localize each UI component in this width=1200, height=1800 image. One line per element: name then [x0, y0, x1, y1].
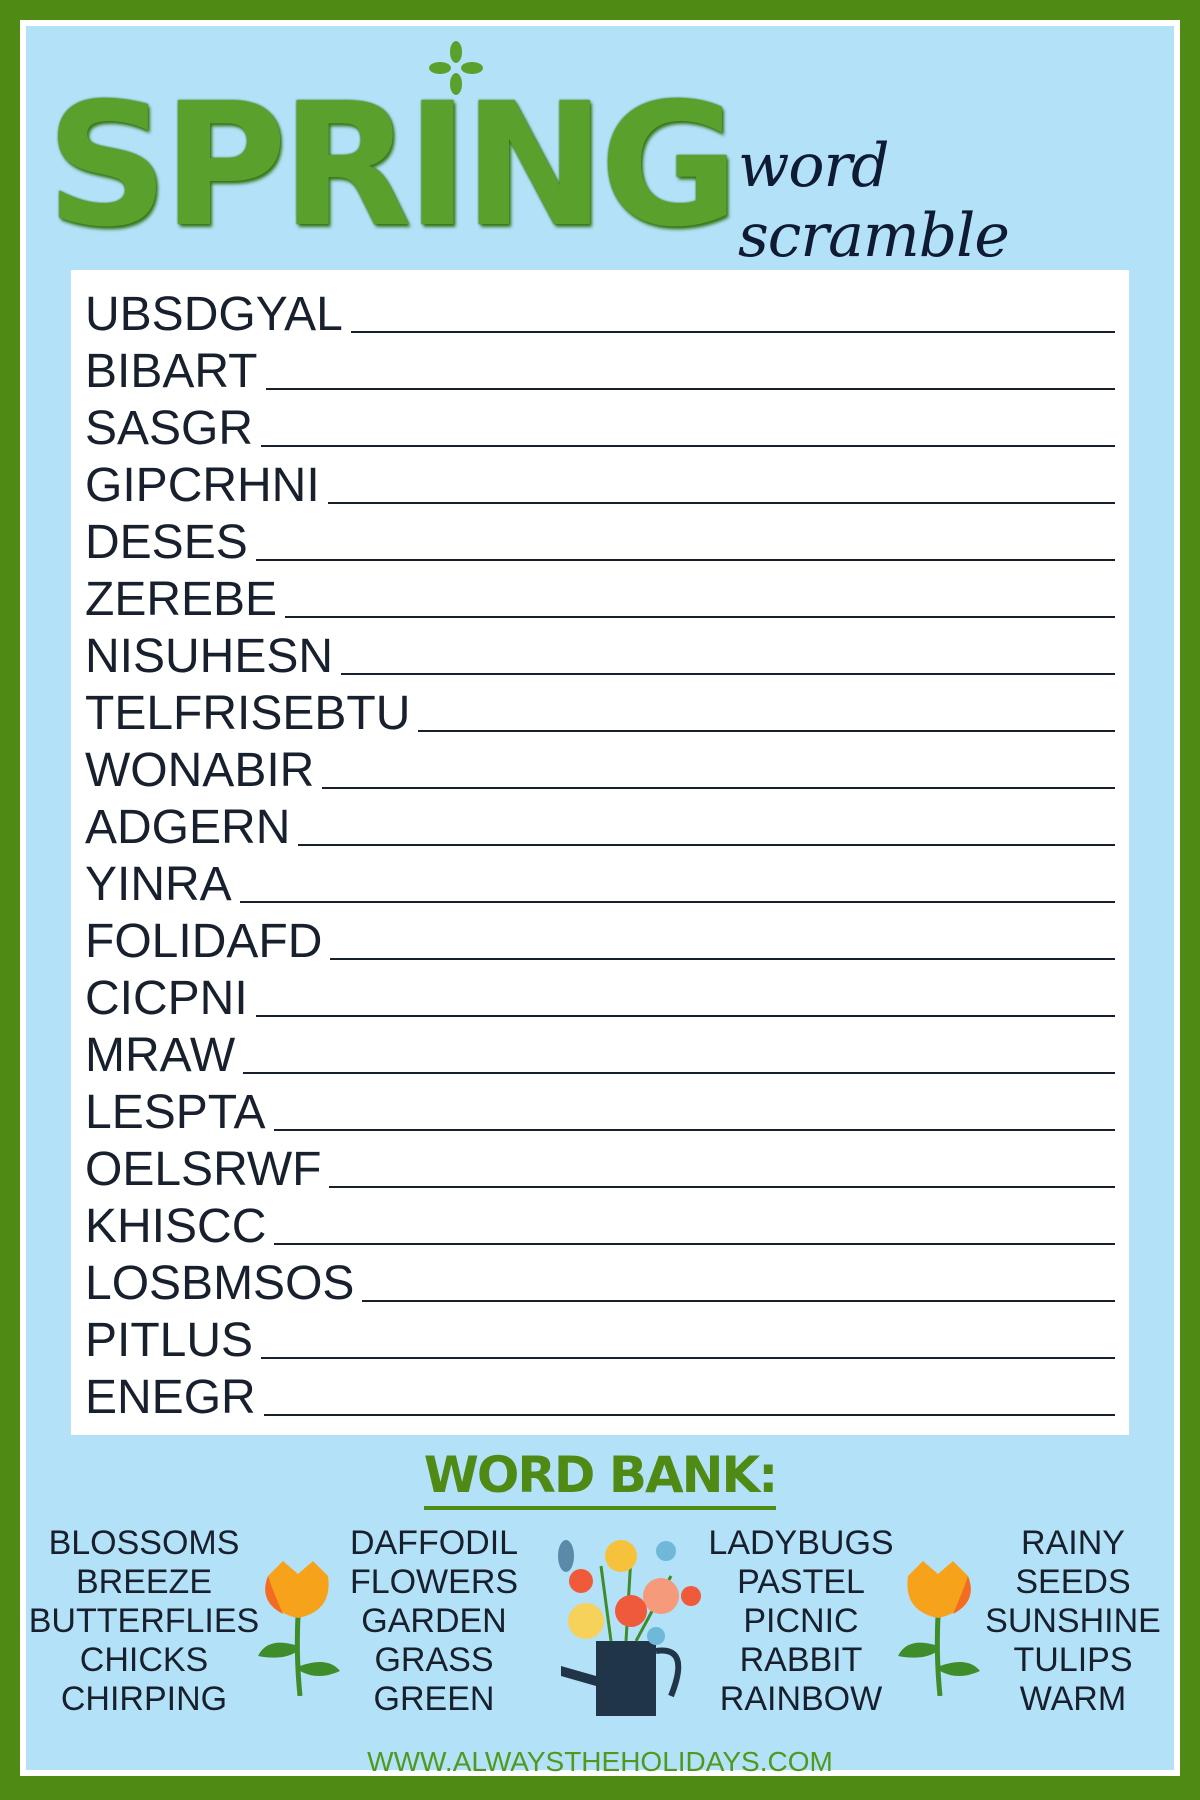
scramble-row: OELSRWF — [85, 1137, 1115, 1194]
scrambled-word: MRAW — [85, 1029, 236, 1082]
scramble-row: GIPCRHNI — [85, 453, 1115, 510]
answer-line[interactable] — [322, 787, 1115, 789]
word-bank-item: SEEDS — [1015, 1563, 1131, 1601]
tulip-icon — [898, 1561, 980, 1696]
answer-line[interactable] — [362, 1300, 1115, 1302]
word-bank-item: RABBIT — [739, 1641, 863, 1679]
word-bank-item: DAFFODIL — [349, 1524, 519, 1562]
scrambled-word: OELSRWF — [85, 1143, 322, 1196]
word-bank-item: BUTTERFLIES — [28, 1602, 260, 1640]
word-bank-item: GRASS — [374, 1641, 494, 1679]
answer-line[interactable] — [418, 730, 1115, 732]
scrambled-word: UBSDGYAL — [85, 288, 343, 341]
scramble-row: CICPNI — [85, 966, 1115, 1023]
scrambled-word: YINRA — [85, 858, 232, 911]
word-bank-column: DAFFODIL FLOWERS GARDEN GRASS GREEN — [294, 1524, 574, 1719]
scrambled-word: LESPTA — [85, 1086, 266, 1139]
scrambled-word: NISUHESN — [85, 630, 334, 683]
scrambled-word: FOLIDAFD — [85, 915, 323, 968]
scrambled-word: ENEGR — [85, 1371, 256, 1424]
scramble-row: DESES — [85, 510, 1115, 567]
page-title: SPRING — [46, 67, 739, 265]
scrambled-word: TELFRISEBTU — [85, 687, 411, 740]
scramble-row: WONABIR — [85, 738, 1115, 795]
scrambled-word: WONABIR — [85, 744, 315, 797]
scrambled-word: CICPNI — [85, 972, 248, 1025]
scramble-row: FOLIDAFD — [85, 909, 1115, 966]
answer-line[interactable] — [239, 901, 1115, 903]
scramble-row: KHISCC — [85, 1194, 1115, 1251]
word-bank-item: PASTEL — [737, 1563, 865, 1601]
answer-line[interactable] — [298, 844, 1115, 846]
scramble-row: ADGERN — [85, 795, 1115, 852]
word-bank-column: LADYBUGS PASTEL PICNIC RABBIT RAINBOW — [661, 1524, 941, 1719]
scrambled-word: ADGERN — [85, 801, 291, 854]
word-bank-item: BLOSSOMS — [48, 1524, 240, 1562]
answer-line[interactable] — [274, 1243, 1115, 1245]
worksheet-background: SPRING word scramble UBSDGYAL BIBART SASGR… — [26, 26, 1174, 1777]
answer-line[interactable] — [255, 559, 1115, 561]
answer-line[interactable] — [261, 1357, 1115, 1359]
answer-line[interactable] — [273, 1129, 1115, 1131]
scramble-row: YINRA — [85, 852, 1115, 909]
answer-line[interactable] — [285, 616, 1115, 618]
word-bank-item: RAINY — [1021, 1524, 1125, 1562]
word-bank-item: BREEZE — [75, 1563, 213, 1601]
scramble-list: UBSDGYAL BIBART SASGR GIPCRHNI DESES ZEREBE NI… — [71, 270, 1129, 1435]
word-bank-column: BLOSSOMS BREEZE BUTTERFLIES CHICKS CHIRPING — [4, 1524, 284, 1719]
scramble-row: ENEGR — [85, 1365, 1115, 1422]
word-bank-item: CHIRPING — [60, 1680, 228, 1718]
answer-line[interactable] — [329, 1186, 1115, 1188]
flower-icon — [429, 41, 483, 95]
answer-line[interactable] — [341, 673, 1115, 675]
word-bank-column: RAINY SEEDS SUNSHINE TULIPS WARM — [933, 1524, 1200, 1719]
word-bank-item: RAINBOW — [719, 1680, 883, 1718]
word-bank-item: GREEN — [373, 1680, 495, 1718]
word-bank-heading: WORD BANK: — [26, 1446, 1174, 1510]
word-bank-item: SUNSHINE — [985, 1602, 1161, 1640]
word-bank-item: FLOWERS — [349, 1563, 519, 1601]
tulip-icon — [258, 1561, 340, 1696]
scramble-row: BIBART — [85, 339, 1115, 396]
footer-website-link[interactable]: WWW.ALWAYSTHEHOLIDAYS.COM — [367, 1746, 833, 1777]
scramble-row: ZEREBE — [85, 567, 1115, 624]
scramble-row: NISUHESN — [85, 624, 1115, 681]
answer-line[interactable] — [263, 1414, 1115, 1416]
scramble-row: SASGR — [85, 396, 1115, 453]
answer-line[interactable] — [261, 445, 1115, 447]
answer-line[interactable] — [243, 1072, 1115, 1074]
word-bank-item: CHICKS — [79, 1641, 209, 1679]
answer-line[interactable] — [265, 388, 1115, 390]
scramble-row: PITLUS — [85, 1308, 1115, 1365]
scramble-row: LOSBMSOS — [85, 1251, 1115, 1308]
page-subtitle: word scramble — [738, 131, 1010, 271]
answer-line[interactable] — [327, 502, 1115, 504]
scrambled-word: KHISCC — [85, 1200, 267, 1253]
scrambled-word: GIPCRHNI — [85, 459, 320, 512]
answer-line[interactable] — [255, 1015, 1115, 1017]
scrambled-word: ZEREBE — [85, 573, 278, 626]
answer-line[interactable] — [330, 958, 1115, 960]
word-bank-item: PICNIC — [743, 1602, 859, 1640]
word-bank-item: WARM — [1019, 1680, 1127, 1718]
scrambled-word: LOSBMSOS — [85, 1257, 355, 1310]
scrambled-word: DESES — [85, 516, 248, 569]
word-bank-item: LADYBUGS — [708, 1524, 894, 1562]
scramble-row: LESPTA — [85, 1080, 1115, 1137]
watering-can-flowers-icon — [558, 1540, 701, 1716]
answer-line[interactable] — [350, 331, 1115, 333]
word-bank-item: GARDEN — [361, 1602, 507, 1640]
worksheet-frame: SPRING word scramble UBSDGYAL BIBART SASGR… — [20, 20, 1180, 1777]
scrambled-word: PITLUS — [85, 1314, 254, 1367]
scramble-row: TELFRISEBTU — [85, 681, 1115, 738]
scrambled-word: SASGR — [85, 402, 254, 455]
scramble-row: UBSDGYAL — [85, 282, 1115, 339]
scrambled-word: BIBART — [85, 345, 258, 398]
scramble-row: MRAW — [85, 1023, 1115, 1080]
word-bank-item: TULIPS — [1013, 1641, 1133, 1679]
